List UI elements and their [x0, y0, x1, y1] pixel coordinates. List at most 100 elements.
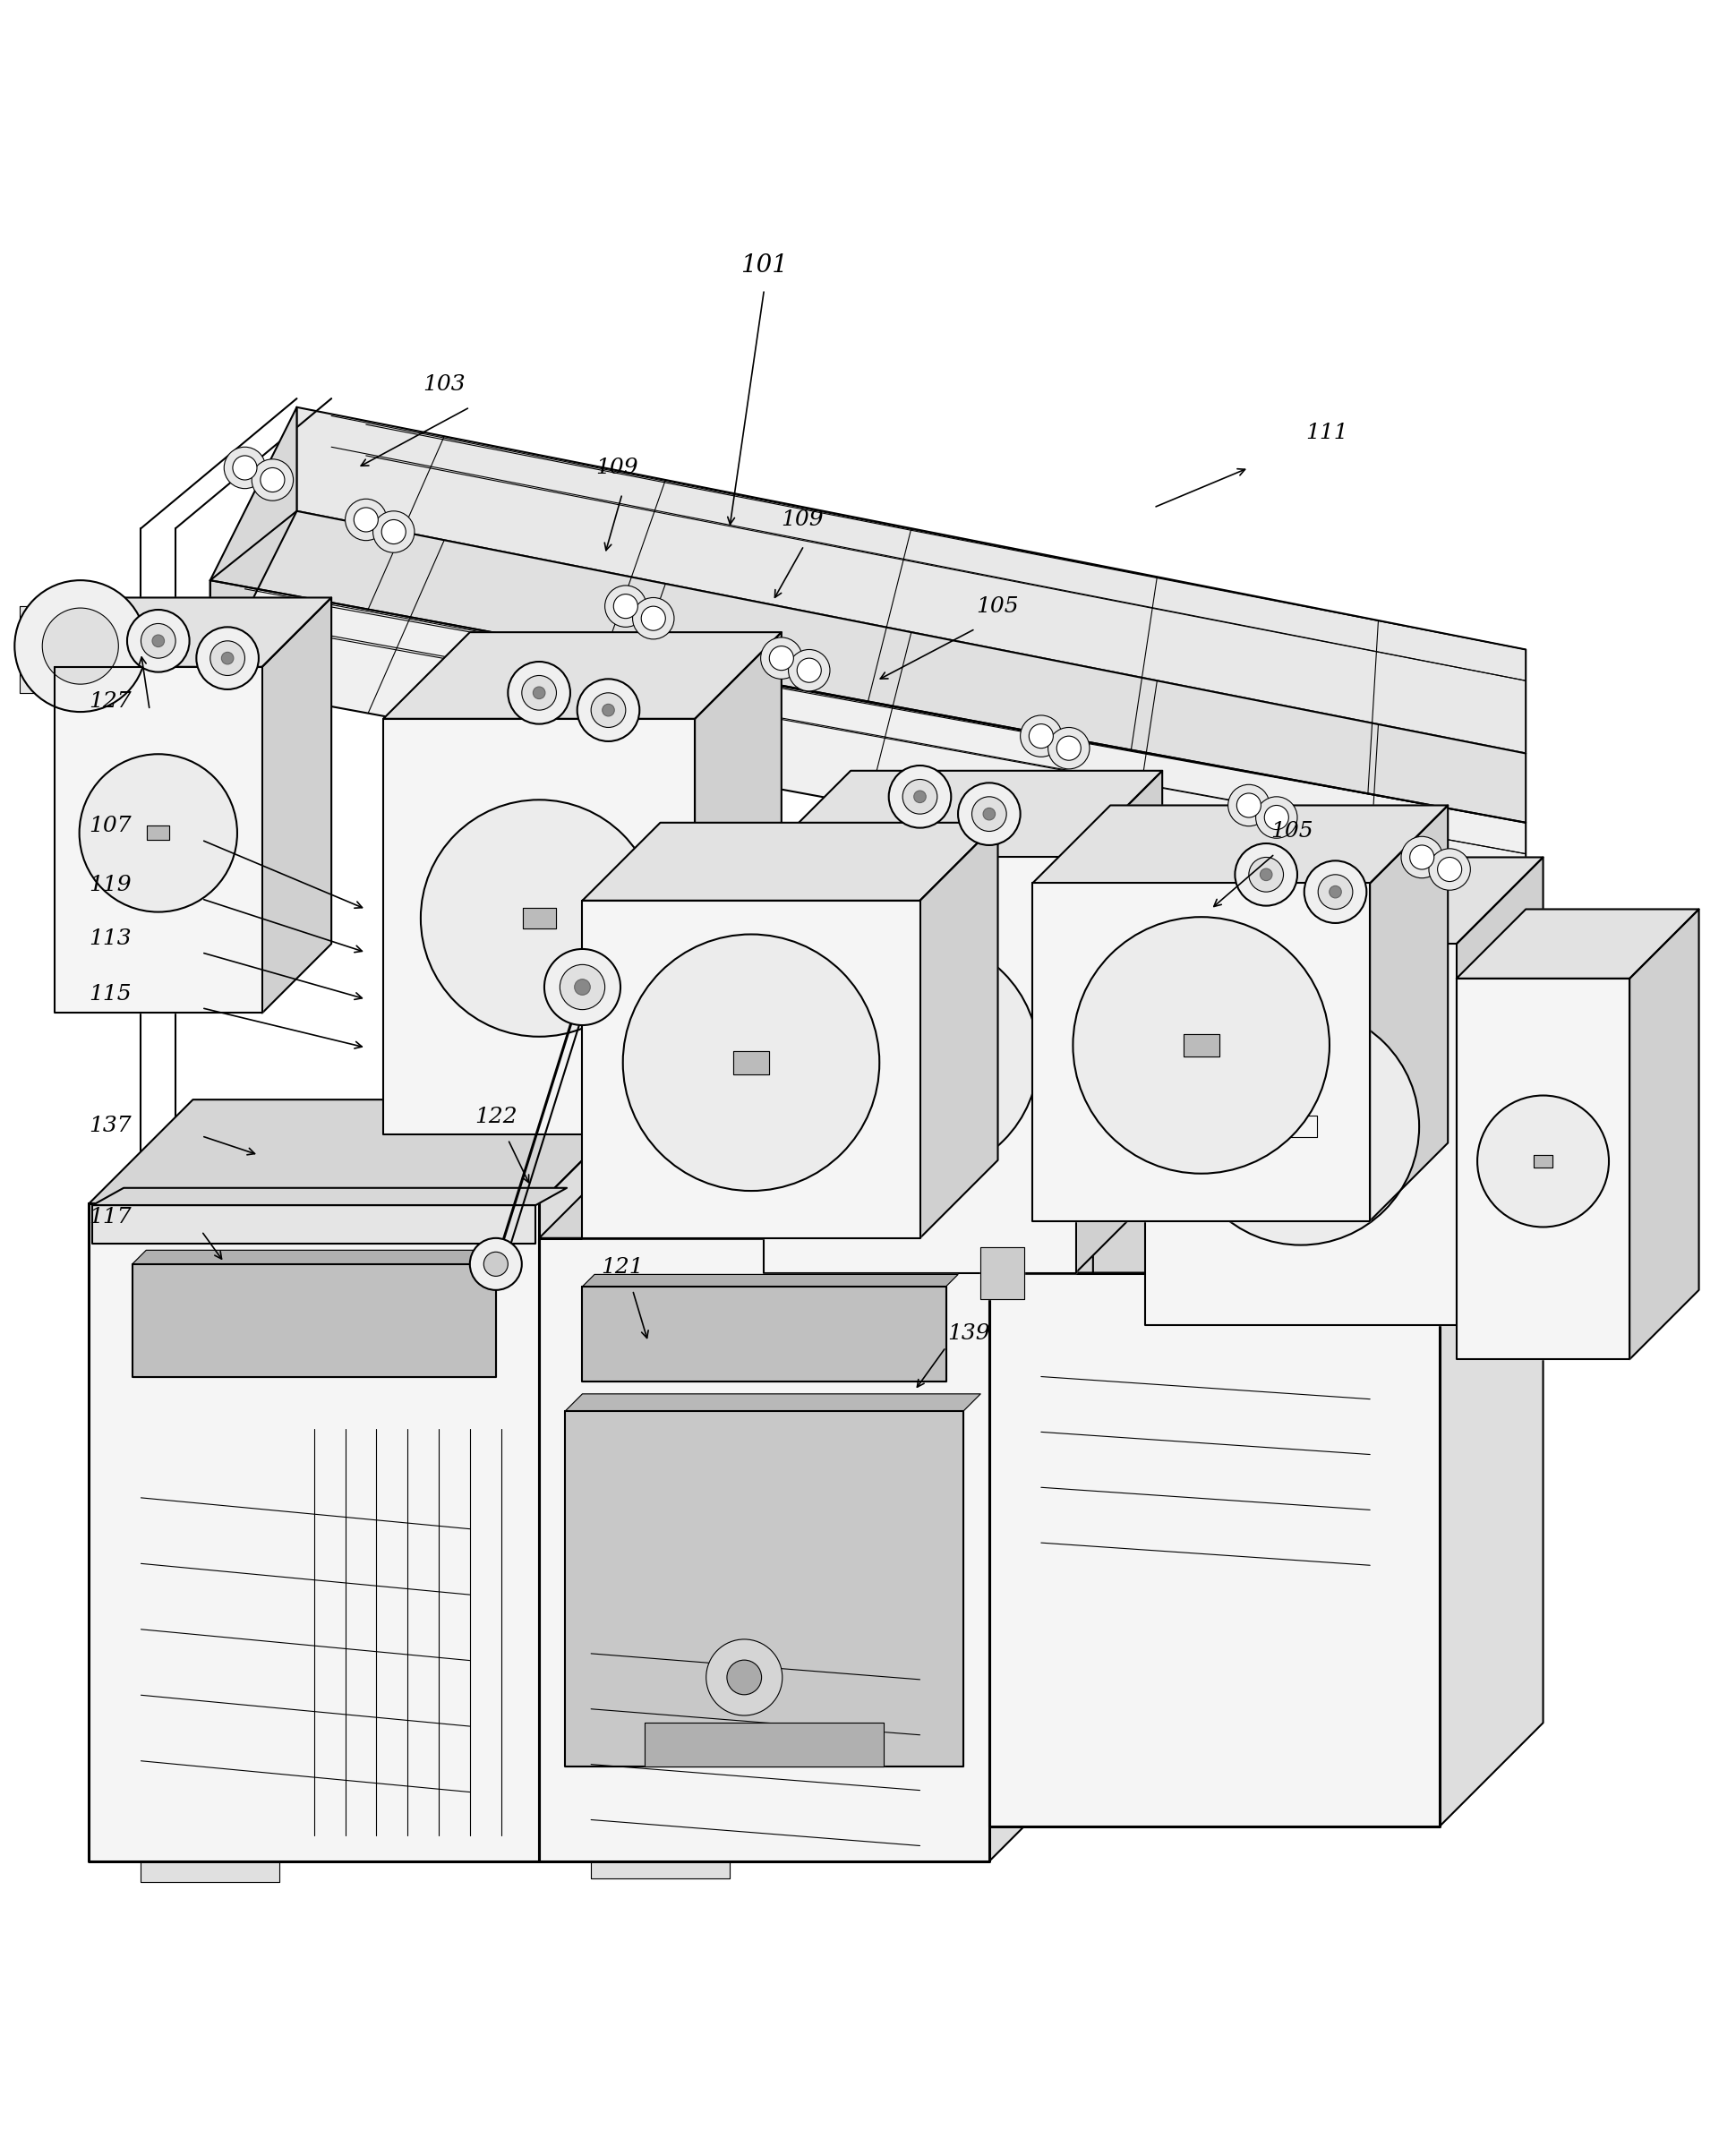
Text: 105: 105 [977, 596, 1019, 616]
Text: 115: 115 [89, 984, 132, 1005]
Polygon shape [582, 1287, 946, 1382]
Circle shape [604, 586, 646, 626]
Polygon shape [582, 901, 920, 1238]
Text: 137: 137 [89, 1116, 132, 1135]
Text: 139: 139 [948, 1323, 990, 1344]
Circle shape [623, 935, 880, 1191]
Polygon shape [92, 1206, 536, 1244]
Circle shape [1410, 846, 1434, 869]
Polygon shape [210, 511, 1526, 822]
Circle shape [707, 1640, 783, 1715]
Polygon shape [148, 826, 170, 839]
Polygon shape [1033, 884, 1370, 1220]
Circle shape [545, 950, 620, 1025]
Polygon shape [540, 1135, 1094, 1238]
Polygon shape [590, 1862, 729, 1879]
Circle shape [373, 511, 415, 552]
Circle shape [1304, 861, 1366, 922]
Circle shape [972, 797, 1007, 831]
Circle shape [1236, 792, 1260, 818]
Circle shape [470, 1238, 523, 1291]
Circle shape [14, 579, 146, 711]
Circle shape [602, 705, 615, 716]
Circle shape [354, 507, 378, 532]
Circle shape [260, 469, 285, 492]
Circle shape [788, 650, 830, 690]
Circle shape [1318, 875, 1352, 910]
Circle shape [575, 980, 590, 995]
Polygon shape [764, 771, 1163, 856]
Circle shape [1073, 918, 1330, 1174]
Circle shape [641, 607, 665, 630]
Polygon shape [89, 1099, 642, 1203]
Polygon shape [1439, 1169, 1543, 1828]
Circle shape [1248, 856, 1283, 892]
Circle shape [1264, 805, 1288, 829]
Circle shape [903, 780, 937, 814]
Circle shape [1234, 843, 1297, 905]
Circle shape [727, 1659, 762, 1695]
Circle shape [590, 692, 625, 728]
Circle shape [797, 658, 821, 682]
Circle shape [613, 594, 637, 618]
Polygon shape [990, 1169, 1543, 1274]
Circle shape [632, 599, 674, 639]
Polygon shape [920, 822, 998, 1238]
Polygon shape [1457, 856, 1543, 1325]
Polygon shape [733, 1050, 769, 1074]
Circle shape [523, 675, 557, 709]
Circle shape [509, 662, 569, 724]
Text: 121: 121 [601, 1257, 644, 1278]
Polygon shape [1285, 1116, 1318, 1137]
Circle shape [345, 498, 387, 541]
Text: 127: 127 [89, 690, 132, 711]
Polygon shape [644, 1723, 884, 1766]
Polygon shape [384, 633, 781, 718]
Circle shape [1227, 784, 1269, 826]
Circle shape [1029, 724, 1054, 748]
Polygon shape [1146, 944, 1457, 1325]
Polygon shape [1535, 1154, 1552, 1167]
Circle shape [1021, 716, 1062, 756]
Polygon shape [990, 1274, 1439, 1828]
Circle shape [80, 754, 238, 912]
Circle shape [1429, 848, 1470, 890]
Circle shape [1260, 869, 1272, 880]
Text: 103: 103 [422, 375, 465, 394]
Circle shape [533, 686, 545, 699]
Text: 107: 107 [89, 816, 132, 837]
Polygon shape [540, 1099, 642, 1862]
Circle shape [233, 456, 257, 479]
Polygon shape [132, 1250, 510, 1263]
Circle shape [769, 645, 793, 671]
Circle shape [913, 790, 925, 803]
Text: 109: 109 [781, 509, 823, 530]
Polygon shape [1630, 910, 1700, 1359]
Polygon shape [1457, 978, 1630, 1359]
Circle shape [252, 460, 293, 501]
Polygon shape [990, 1135, 1094, 1862]
Polygon shape [210, 511, 1526, 822]
Polygon shape [1184, 1033, 1219, 1056]
Polygon shape [981, 1246, 1024, 1299]
Circle shape [1049, 728, 1090, 769]
Circle shape [561, 965, 604, 1010]
Circle shape [1477, 1095, 1609, 1227]
Circle shape [141, 624, 175, 658]
Circle shape [958, 784, 1021, 846]
Circle shape [1255, 797, 1297, 839]
Circle shape [127, 609, 189, 673]
Polygon shape [566, 1412, 963, 1766]
Circle shape [196, 626, 259, 690]
Circle shape [576, 679, 639, 741]
Text: 105: 105 [1271, 820, 1314, 841]
Polygon shape [1076, 771, 1163, 1274]
Polygon shape [903, 1046, 936, 1067]
Circle shape [42, 607, 118, 684]
Text: 101: 101 [741, 253, 788, 277]
Polygon shape [384, 718, 694, 1135]
Circle shape [1057, 737, 1082, 760]
Circle shape [382, 520, 406, 543]
Polygon shape [523, 907, 556, 929]
Text: 117: 117 [89, 1208, 132, 1227]
